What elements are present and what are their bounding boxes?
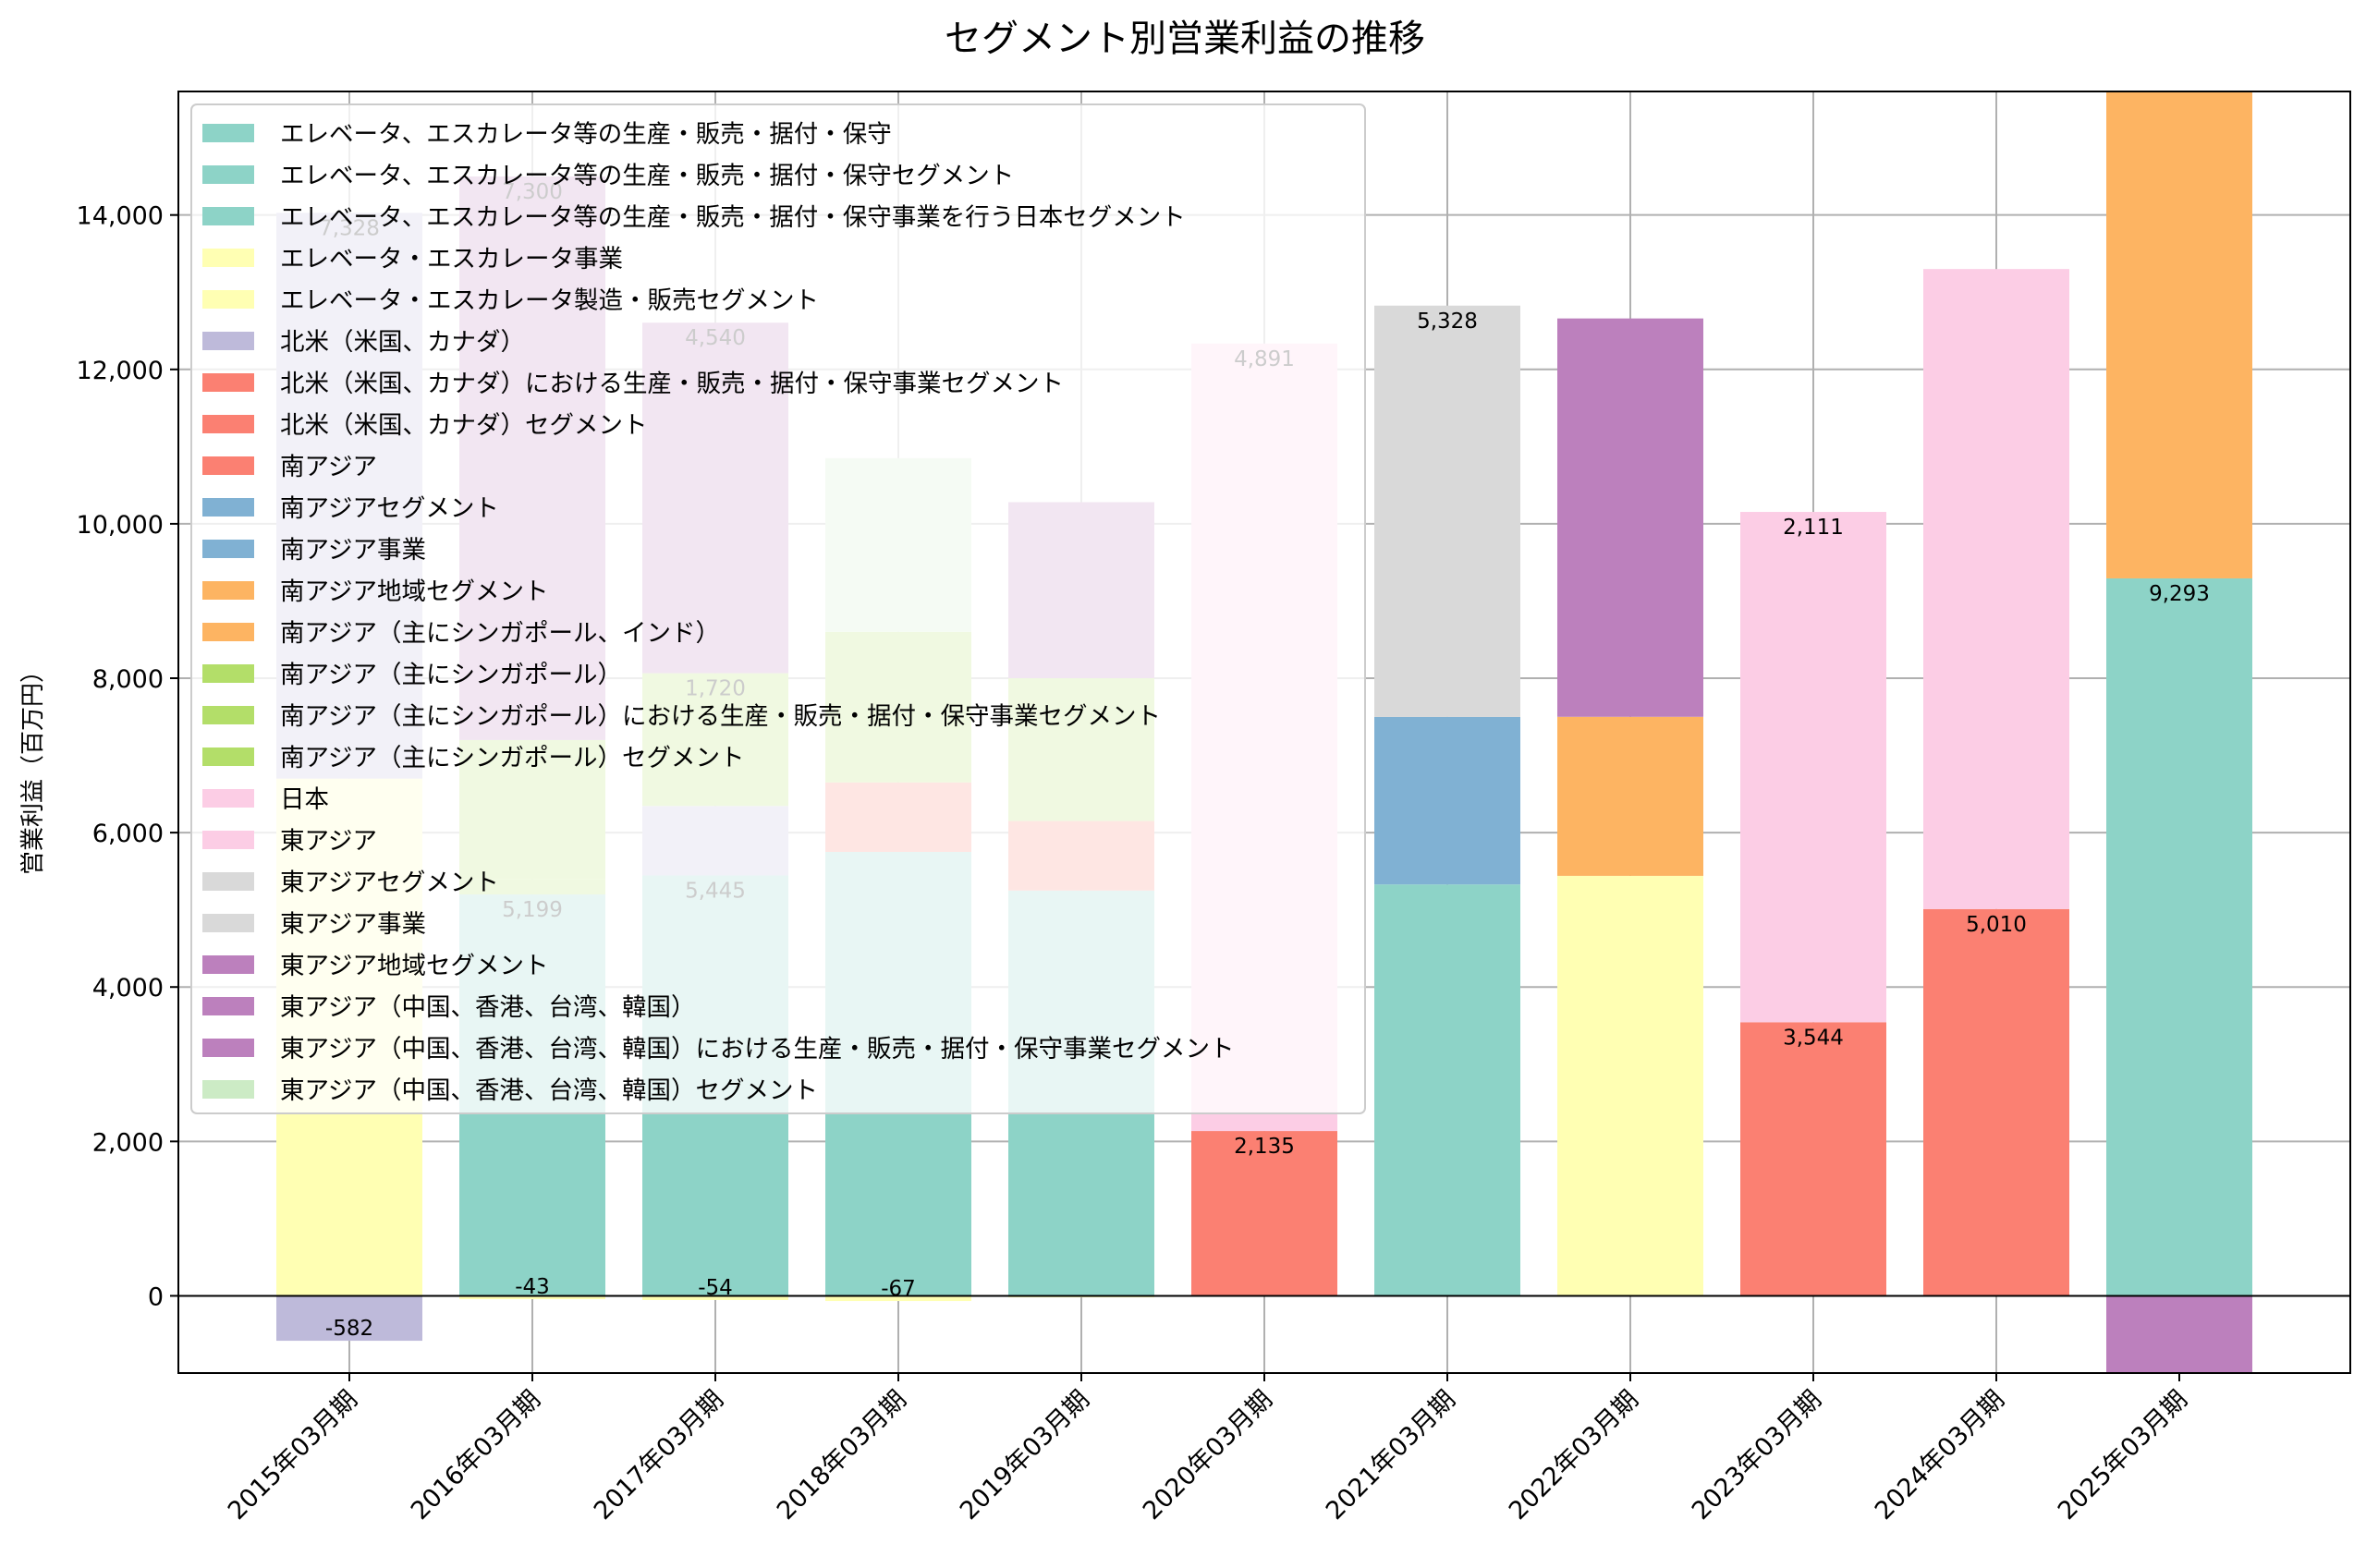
legend-swatch	[202, 165, 254, 184]
y-tick-label: 0	[148, 1282, 164, 1311]
y-tick-label: 8,000	[92, 665, 164, 694]
legend-swatch	[202, 1080, 254, 1099]
legend-swatch	[202, 831, 254, 849]
legend-swatch	[202, 789, 254, 808]
bar-segment	[1374, 716, 1520, 885]
legend-entry: 南アジア（主にシンガポール）	[280, 661, 622, 689]
legend-swatch	[202, 415, 254, 433]
legend-swatch	[202, 581, 254, 600]
legend-entry: 日本	[280, 785, 329, 814]
legend-swatch	[202, 1039, 254, 1057]
bar-value-label: -582	[325, 1317, 373, 1341]
legend-swatch	[202, 456, 254, 475]
legend-entry: エレベータ・エスカレータ事業	[280, 245, 623, 273]
bar-segment	[276, 1295, 422, 1342]
y-tick-label: 4,000	[92, 974, 164, 1003]
bar-segment	[1191, 1131, 1337, 1296]
legend-swatch	[202, 124, 254, 142]
legend-swatch	[202, 706, 254, 724]
legend-entry: 東アジア	[280, 827, 377, 856]
bar-segment	[1557, 875, 1703, 1296]
bar-segment	[1374, 884, 1520, 1296]
legend: エレベータ、エスカレータ等の生産・販売・据付・保守エレベータ、エスカレータ等の生…	[190, 103, 1366, 1114]
y-tick-label: 12,000	[77, 357, 164, 385]
y-tick-label: 14,000	[77, 202, 164, 231]
legend-entry: 東アジア地域セグメント	[280, 952, 548, 980]
bar-value-label: 5,010	[1966, 913, 2027, 937]
bar-segment	[1923, 269, 2069, 909]
bar-segment	[1557, 716, 1703, 876]
legend-entry: 南アジアセグメント	[280, 494, 499, 523]
legend-entry: エレベータ、エスカレータ等の生産・販売・据付・保守セグメント	[280, 162, 1014, 190]
y-tick-label: 2,000	[92, 1128, 164, 1157]
legend-entry: 北米（米国、カナダ）セグメント	[280, 411, 648, 440]
legend-box	[190, 103, 1366, 1114]
legend-swatch	[202, 249, 254, 267]
legend-swatch	[202, 872, 254, 891]
bar-segment	[1374, 305, 1520, 717]
legend-entry: 南アジア（主にシンガポール）における生産・販売・据付・保守事業セグメント	[280, 702, 1161, 731]
legend-swatch	[202, 914, 254, 932]
legend-entry: 東アジア事業	[280, 910, 426, 939]
legend-entry: 北米（米国、カナダ）	[280, 328, 525, 357]
legend-entry: 東アジア（中国、香港、台湾、韓国）	[280, 993, 695, 1022]
bar-value-label: 2,111	[1783, 516, 1844, 540]
bar-value-label: -67	[881, 1277, 916, 1301]
legend-entry: エレベータ、エスカレータ等の生産・販売・据付・保守事業を行う日本セグメント	[280, 203, 1186, 232]
bar-value-label: -43	[515, 1275, 550, 1299]
legend-entry: 南アジア（主にシンガポール、インド）	[280, 619, 720, 648]
bar-segment	[459, 1295, 605, 1300]
legend-swatch	[202, 332, 254, 350]
bar-segment	[2106, 1295, 2252, 1373]
legend-entry: 南アジア（主にシンガポール）セグメント	[280, 744, 744, 772]
legend-swatch	[202, 373, 254, 392]
legend-swatch	[202, 997, 254, 1015]
y-axis-label: 営業利益（百万円）	[19, 659, 47, 875]
legend-entry: エレベータ・エスカレータ製造・販売セグメント	[280, 286, 819, 315]
legend-swatch	[202, 498, 254, 517]
bar-segment	[825, 1295, 971, 1302]
bar-segment	[642, 1295, 788, 1300]
legend-swatch	[202, 290, 254, 309]
y-tick-label: 10,000	[77, 511, 164, 540]
legend-entry: 東アジアセグメント	[280, 869, 499, 897]
legend-entry: 南アジア	[280, 453, 377, 481]
bar-segment	[1740, 1022, 1886, 1296]
bar-value-label: 5,328	[1417, 310, 1478, 334]
bar-segment	[1923, 908, 2069, 1296]
legend-entry: 北米（米国、カナダ）における生産・販売・据付・保守事業セグメント	[280, 370, 1064, 398]
bar-segment	[1740, 512, 1886, 1023]
legend-swatch	[202, 623, 254, 641]
legend-swatch	[202, 748, 254, 766]
legend-entry: 南アジア事業	[280, 536, 426, 565]
y-axis: 0 2,000 4,000 6,000 8,000 10,000 12,000 14,000	[77, 202, 178, 1311]
legend-entry: 東アジア（中国、香港、台湾、韓国）セグメント	[280, 1076, 818, 1105]
bar-segment	[1557, 318, 1703, 717]
legend-entry: 南アジア地域セグメント	[280, 577, 548, 606]
legend-swatch	[202, 540, 254, 558]
bar-value-label: 9,293	[2149, 582, 2210, 606]
legend-entry: 東アジア（中国、香港、台湾、韓国）における生産・販売・据付・保守事業セグメント	[280, 1035, 1234, 1064]
bar-value-label: 2,135	[1234, 1135, 1295, 1159]
bar-segment	[2106, 91, 2252, 578]
chart-title: セグメント別営業利益の推移	[945, 18, 1425, 60]
bar-segment	[2106, 577, 2252, 1296]
legend-swatch	[202, 207, 254, 225]
y-tick-label: 6,000	[92, 820, 164, 848]
legend-entry: エレベータ、エスカレータ等の生産・販売・据付・保守	[280, 120, 892, 149]
legend-swatch	[202, 664, 254, 683]
bar-value-label: 3,544	[1783, 1026, 1844, 1050]
bar-value-label: -54	[698, 1276, 733, 1300]
legend-swatch	[202, 955, 254, 974]
